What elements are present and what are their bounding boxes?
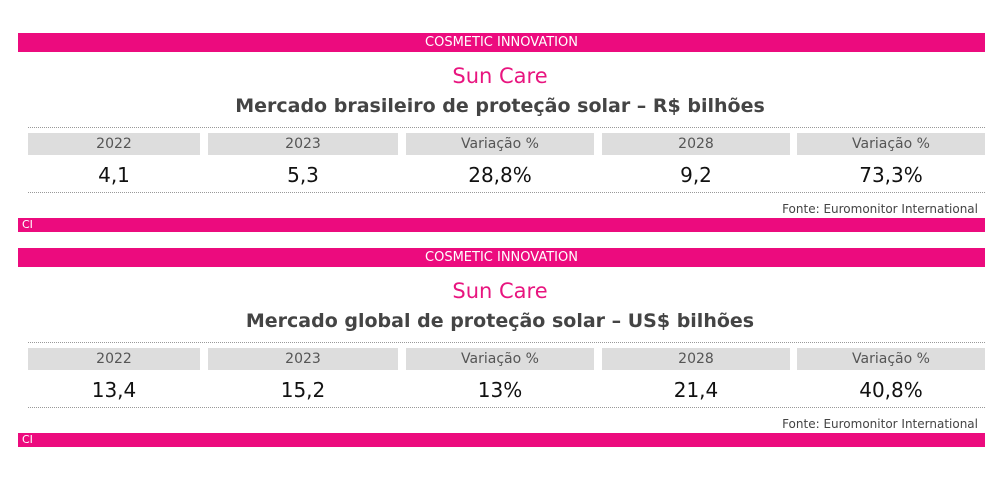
divider [28, 192, 985, 193]
banner: COSMETIC INNOVATION [18, 248, 985, 267]
value-cell: 4,1 [98, 163, 130, 187]
value-cell: 21,4 [673, 378, 719, 402]
footer-bar: CI [18, 218, 985, 232]
value-cell: 40,8% [859, 378, 923, 402]
divider [28, 342, 985, 343]
header-cell: 2022 [28, 133, 200, 155]
source: Fonte: Euromonitor International [782, 417, 978, 431]
header-cell: Variação % [406, 348, 594, 370]
footer-bar: CI [18, 433, 985, 447]
header-cell: 2023 [208, 348, 398, 370]
value-cell: 5,3 [287, 163, 319, 187]
value-cell: 13% [477, 378, 523, 402]
value-cell: 28,8% [468, 163, 532, 187]
header-cell: 2028 [602, 348, 790, 370]
value-cell: 15,2 [280, 378, 326, 402]
header-cell: 2022 [28, 348, 200, 370]
header-cell: 2023 [208, 133, 398, 155]
value-cell: 73,3% [859, 163, 923, 187]
brand: Sun Care [452, 279, 548, 303]
divider [28, 127, 985, 128]
header-cell: Variação % [797, 133, 985, 155]
subtitle: Mercado global de proteção solar – US$ b… [245, 310, 755, 332]
value-cell: 13,4 [91, 378, 137, 402]
brand: Sun Care [452, 64, 548, 88]
banner: COSMETIC INNOVATION [18, 33, 985, 52]
header-cell: Variação % [797, 348, 985, 370]
value-cell: 9,2 [680, 163, 712, 187]
subtitle: Mercado brasileiro de proteção solar – R… [235, 95, 765, 117]
header-cell: Variação % [406, 133, 594, 155]
divider [28, 407, 985, 408]
header-cell: 2028 [602, 133, 790, 155]
source: Fonte: Euromonitor International [782, 202, 978, 216]
